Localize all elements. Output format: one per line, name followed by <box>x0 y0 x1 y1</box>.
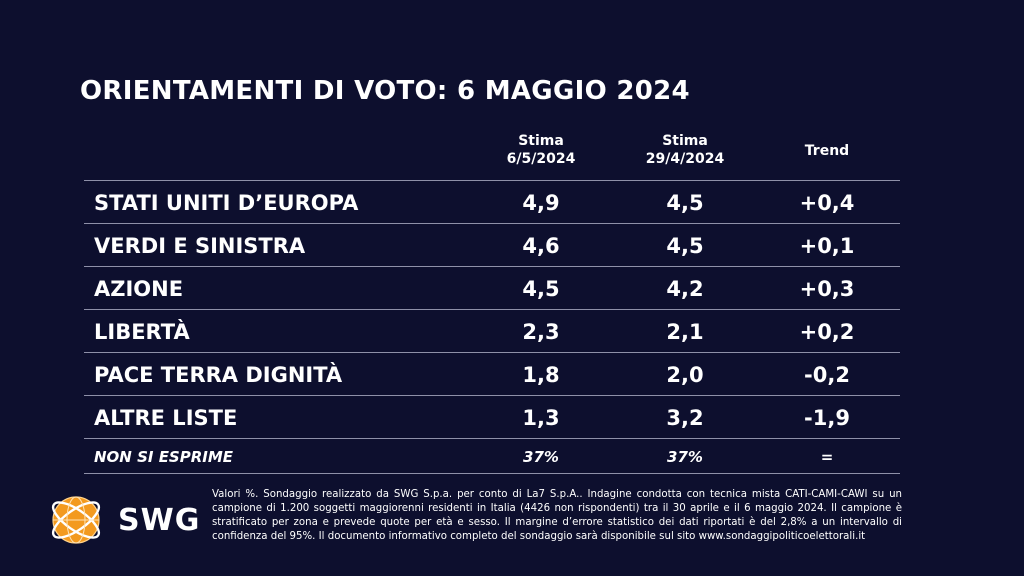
trend-value: = <box>820 448 834 466</box>
party-name: NON SI ESPRIME <box>94 448 234 466</box>
table-row: AZIONE 4,5 4,2 +0,3 <box>84 266 900 309</box>
column-header-current-line2: 6/5/2024 <box>506 151 576 167</box>
globe-icon <box>51 496 101 544</box>
estimate-previous: 4,2 <box>666 277 704 301</box>
column-header-trend: Trend <box>804 143 850 159</box>
column-header-previous: Stima 29/4/2024 <box>625 132 745 168</box>
trend-value: -0,2 <box>804 363 850 387</box>
column-header-current-line1: Stima <box>518 133 564 149</box>
column-header-current: Stima 6/5/2024 <box>481 132 601 168</box>
swg-logo-text: SWG <box>118 503 201 538</box>
trend-value: +0,4 <box>799 191 855 215</box>
table-row: LIBERTÀ 2,3 2,1 +0,2 <box>84 309 900 352</box>
table-row: STATI UNITI D’EUROPA 4,9 4,5 +0,4 <box>84 180 900 223</box>
page-title: ORIENTAMENTI DI VOTO: 6 MAGGIO 2024 <box>80 76 690 106</box>
table-row: PACE TERRA DIGNITÀ 1,8 2,0 -0,2 <box>84 352 900 395</box>
table-row: VERDI E SINISTRA 4,6 4,5 +0,1 <box>84 223 900 266</box>
party-name: STATI UNITI D’EUROPA <box>94 191 359 215</box>
table-row-undecided: NON SI ESPRIME 37% 37% = <box>84 438 900 474</box>
party-name: PACE TERRA DIGNITÀ <box>94 363 343 387</box>
party-name: LIBERTÀ <box>94 320 190 344</box>
estimate-previous: 3,2 <box>666 406 704 430</box>
estimate-current: 2,3 <box>522 320 560 344</box>
estimate-previous: 2,0 <box>666 363 704 387</box>
estimate-previous: 4,5 <box>666 191 704 215</box>
table-row: ALTRE LISTE 1,3 3,2 -1,9 <box>84 395 900 438</box>
trend-value: +0,1 <box>799 234 855 258</box>
estimate-current: 4,6 <box>522 234 560 258</box>
party-name: ALTRE LISTE <box>94 406 238 430</box>
estimate-current: 4,5 <box>522 277 560 301</box>
estimate-current: 37% <box>523 448 559 466</box>
trend-value: +0,3 <box>799 277 855 301</box>
estimate-current: 4,9 <box>522 191 560 215</box>
trend-value: -1,9 <box>804 406 850 430</box>
estimate-previous: 2,1 <box>666 320 704 344</box>
trend-value: +0,2 <box>799 320 855 344</box>
estimate-current: 1,3 <box>522 406 560 430</box>
party-name: VERDI E SINISTRA <box>94 234 306 258</box>
poll-table: STATI UNITI D’EUROPA 4,9 4,5 +0,4 VERDI … <box>84 180 900 474</box>
swg-logo <box>51 496 101 544</box>
column-header-previous-line2: 29/4/2024 <box>645 151 725 167</box>
estimate-previous: 37% <box>667 448 703 466</box>
methodology-footnote: Valori %. Sondaggio realizzato da SWG S.… <box>212 489 902 542</box>
estimate-current: 1,8 <box>522 363 560 387</box>
estimate-previous: 4,5 <box>666 234 704 258</box>
column-header-previous-line1: Stima <box>662 133 708 149</box>
party-name: AZIONE <box>94 277 184 301</box>
